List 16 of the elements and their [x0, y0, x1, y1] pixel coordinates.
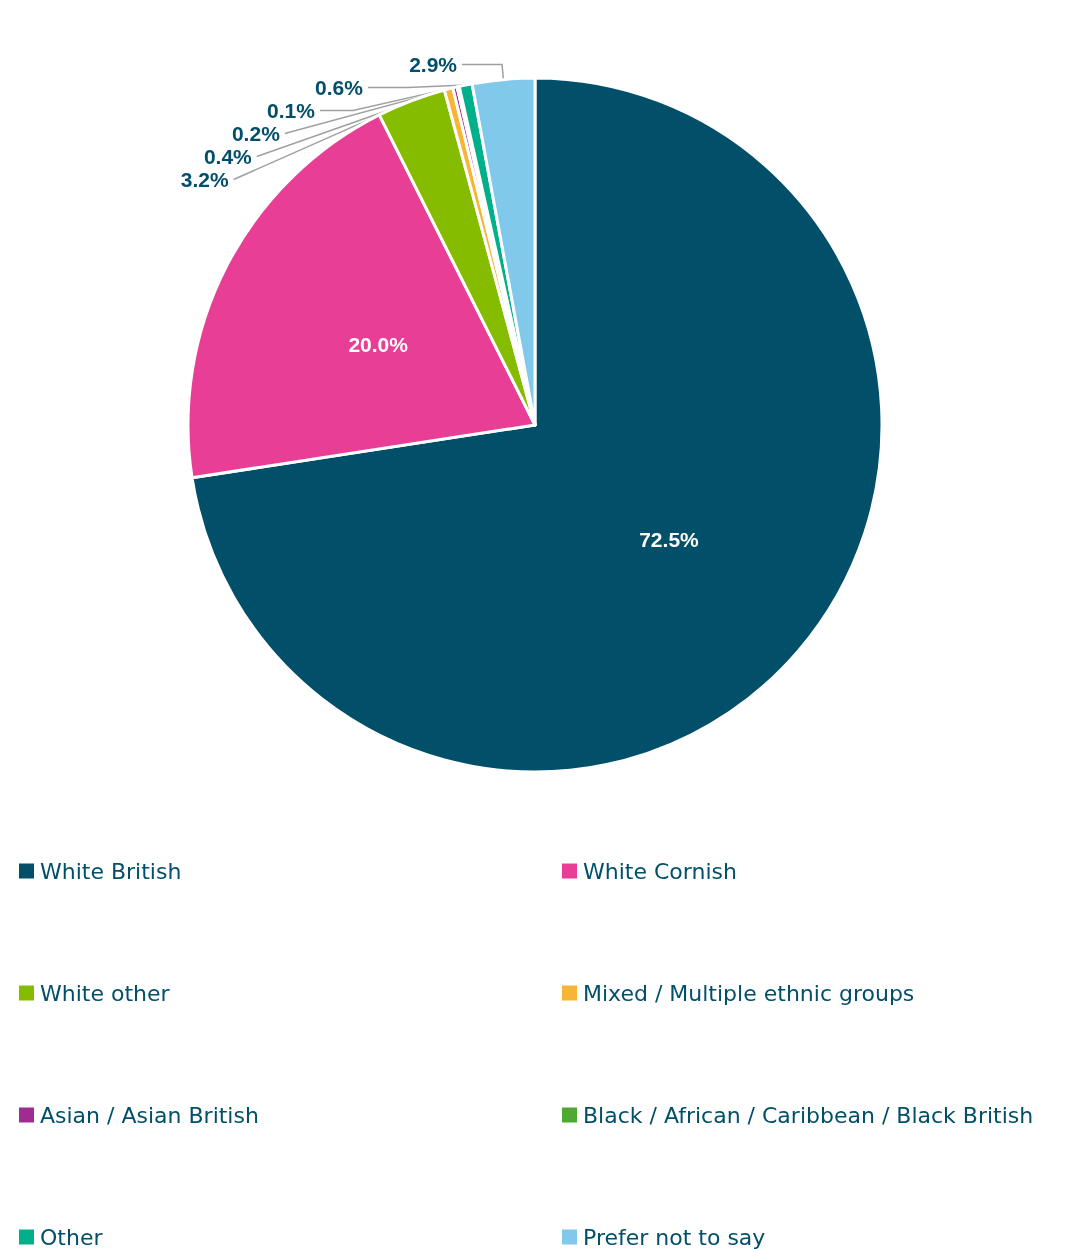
- legend-label: White Cornish: [583, 858, 737, 884]
- data-label: 20.0%: [348, 332, 409, 356]
- data-label: 0.1%: [267, 99, 316, 122]
- legend-label: Prefer not to say: [583, 1224, 766, 1249]
- data-label: 3.2%: [180, 168, 229, 191]
- data-label: 0.4%: [203, 145, 253, 168]
- legend-label: Asian / Asian British: [40, 1102, 259, 1128]
- legend-label: Black / African / Caribbean / Black British: [583, 1102, 1034, 1128]
- legend-label: Other: [40, 1224, 104, 1249]
- data-label: 2.9%: [409, 53, 458, 76]
- data-label: 0.6%: [315, 76, 364, 99]
- legend-label: Mixed / Multiple ethnic groups: [583, 980, 915, 1006]
- data-label: 0.2%: [231, 122, 281, 145]
- legend-label: White other: [40, 980, 171, 1006]
- data-label: 72.5%: [639, 528, 700, 552]
- legend-label: White British: [40, 858, 182, 884]
